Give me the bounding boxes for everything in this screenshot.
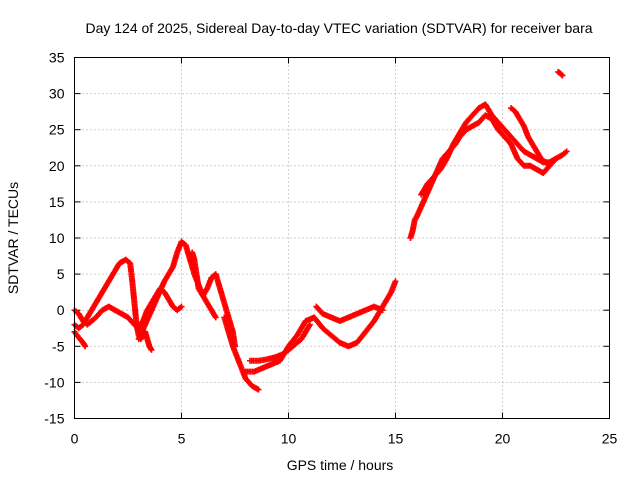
y-tick-label: 30 [49, 86, 65, 102]
data-points [71, 68, 570, 393]
tick-labels: 0 5 10 15 20 25 -15 -10 -5 0 5 10 15 20 25 30 35 [44, 50, 617, 447]
y-tick-label: 10 [49, 230, 65, 246]
chart-title: Day 124 of 2025, Sidereal Day-to-day VTE… [85, 20, 592, 36]
y-tick-label: 5 [57, 266, 65, 282]
data-point [546, 162, 553, 169]
data-point [306, 321, 313, 328]
data-point [559, 72, 566, 79]
y-tick-label: -15 [44, 411, 64, 427]
x-tick-label: 5 [178, 431, 186, 447]
x-tick-label: 25 [602, 431, 618, 447]
y-tick-label: -5 [52, 338, 65, 354]
y-axis-label: SDTVAR / TECUs [5, 182, 21, 294]
x-tick-label: 10 [281, 431, 297, 447]
data-point [379, 307, 386, 314]
y-tick-label: -10 [44, 374, 64, 390]
x-tick-label: 0 [71, 431, 79, 447]
y-tick-label: 0 [57, 302, 65, 318]
x-tick-label: 15 [388, 431, 404, 447]
y-tick-label: 25 [49, 122, 65, 138]
data-point [82, 343, 89, 350]
y-tick-label: 20 [49, 158, 65, 174]
data-point [553, 155, 559, 162]
data-point [392, 278, 399, 285]
data-point [148, 346, 155, 353]
data-point [255, 386, 262, 393]
x-axis-label: GPS time / hours [287, 457, 394, 473]
grid [74, 57, 610, 419]
y-tick-label: 15 [49, 194, 65, 210]
data-point [212, 314, 219, 321]
y-tick-label: 35 [49, 50, 65, 66]
x-tick-label: 20 [495, 431, 511, 447]
data-point [178, 303, 185, 310]
plot-frame [74, 57, 610, 419]
data-point [563, 148, 570, 155]
data-point [558, 71, 565, 78]
